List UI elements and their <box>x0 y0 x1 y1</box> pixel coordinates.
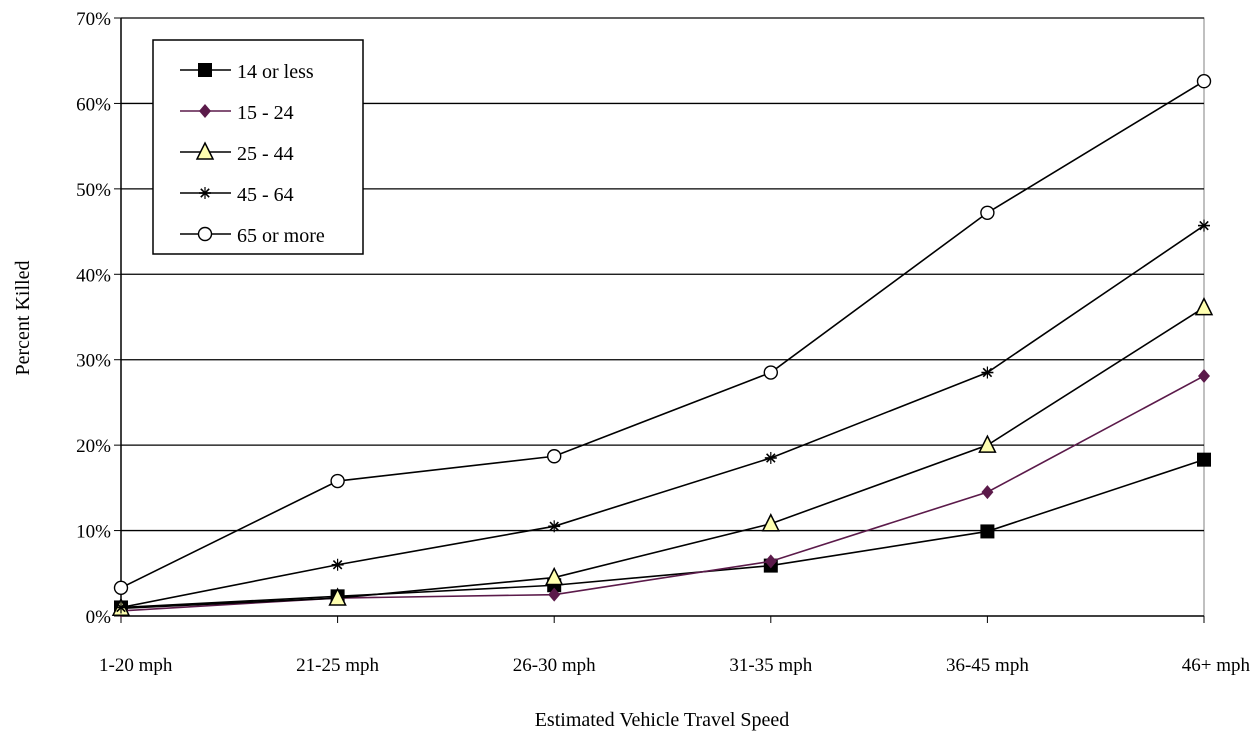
series-2 <box>115 368 1210 618</box>
x-tick-label: 46+ mph <box>1182 655 1251 676</box>
series-4 <box>115 219 1210 614</box>
x-tick-label: 31-35 mph <box>729 655 812 676</box>
legend-entry: 14 or less <box>180 61 314 83</box>
data-point-marker <box>1197 452 1211 467</box>
y-tick-label: 0% <box>86 607 112 628</box>
x-tick-label: 36-45 mph <box>946 655 1029 676</box>
series-5 <box>113 74 1212 596</box>
legend-entry: 65 or more <box>180 225 325 247</box>
data-point-marker <box>764 554 777 569</box>
data-point-marker <box>199 104 211 118</box>
data-point-marker <box>544 566 564 586</box>
x-tick-label: 21-25 mph <box>296 655 379 676</box>
legend-box <box>152 39 364 255</box>
y-tick-label: 50% <box>76 180 111 201</box>
data-point-marker <box>1194 296 1214 316</box>
x-axis: 1-20 mph 21-25 mph 26-30 mph 31-35 mph 36-45… <box>99 615 1251 676</box>
y-tick-label: 70% <box>76 9 111 30</box>
data-point-marker <box>981 366 994 379</box>
data-point-marker <box>330 473 345 489</box>
data-point-marker <box>978 434 997 453</box>
data-point-marker <box>115 601 127 614</box>
series-line <box>120 80 1205 589</box>
data-point-marker <box>980 205 995 220</box>
legend-entry: 15 - 24 <box>180 102 294 124</box>
series-group <box>111 74 1214 618</box>
legend-label: 15 - 24 <box>237 102 294 124</box>
data-point-marker <box>764 451 777 464</box>
legend-label: 45 - 64 <box>237 184 294 206</box>
legend-label: 25 - 44 <box>237 143 294 165</box>
data-point-marker <box>331 558 344 571</box>
legend-label: 65 or more <box>237 225 325 247</box>
y-tick-label: 30% <box>76 351 111 372</box>
data-point-marker <box>197 226 213 242</box>
series-1 <box>114 452 1211 615</box>
y-tick-label: 60% <box>76 94 111 115</box>
data-point-marker <box>981 485 994 500</box>
data-point-marker <box>199 187 211 199</box>
data-point-marker <box>113 580 129 596</box>
y-tick-label: 10% <box>76 522 111 543</box>
data-point-marker <box>198 63 212 77</box>
legend: 14 or less 15 - 24 25 - 44 45 - 64 65 or mor… <box>152 39 364 255</box>
x-tick-label: 1-20 mph <box>99 655 173 676</box>
x-axis-title: Estimated Vehicle Travel Speed <box>535 709 790 731</box>
series-line <box>120 224 1205 609</box>
y-tick-label: 20% <box>76 436 111 457</box>
data-point-marker <box>328 587 347 606</box>
plot-area: 0% 10% 20% 30% 40% 50% 60% 70% 1-20 mph 21-25 mp… <box>76 9 1250 676</box>
x-tick-label: 26-30 mph <box>513 655 596 676</box>
data-point-marker <box>548 520 561 533</box>
data-point-marker <box>1198 219 1210 232</box>
y-axis-title: Percent Killed <box>12 261 34 376</box>
data-point-marker <box>980 524 995 539</box>
data-point-marker <box>761 513 781 532</box>
series-line <box>120 306 1205 610</box>
legend-entry: 45 - 64 <box>180 184 294 206</box>
data-point-marker <box>763 365 778 380</box>
data-point-marker <box>1196 74 1212 89</box>
series-3 <box>111 296 1214 617</box>
y-axis: 0% 10% 20% 30% 40% 50% 60% 70% <box>76 9 122 628</box>
data-point-marker <box>547 449 562 464</box>
data-point-marker <box>195 141 215 160</box>
data-point-marker <box>548 587 561 602</box>
series-line <box>120 458 1205 609</box>
y-tick-label: 40% <box>76 265 111 286</box>
legend-label: 14 or less <box>237 61 314 83</box>
data-point-marker <box>1198 368 1210 383</box>
legend-entry: 25 - 44 <box>180 141 294 165</box>
